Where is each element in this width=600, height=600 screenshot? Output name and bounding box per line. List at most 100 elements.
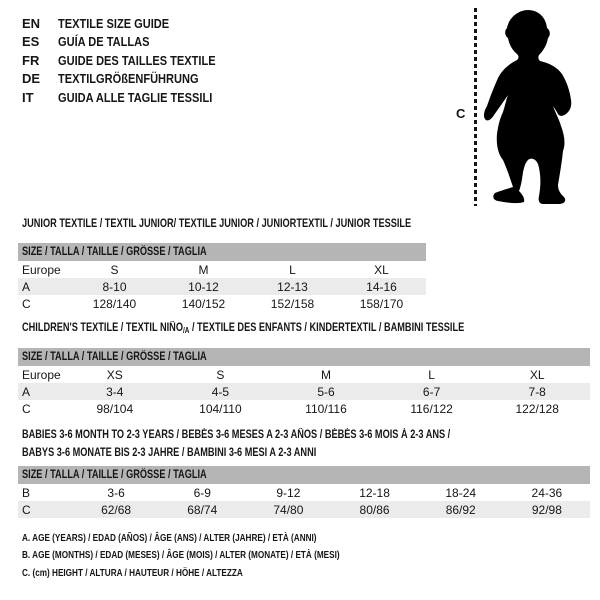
lang-code: EN xyxy=(22,15,41,31)
toddler-silhouette-figure xyxy=(483,10,572,204)
size-cell: 158/170 xyxy=(359,296,404,311)
size-cell: XS xyxy=(106,367,123,382)
size-cell: 24-36 xyxy=(531,485,563,500)
children-table-title: CHILDREN'S TEXTILE / TEXTIL NIÑO/A / TEX… xyxy=(22,321,575,338)
size-cell: 14-16 xyxy=(366,279,397,294)
lang-label: GUIDA ALLE TAGLIE TESSILI xyxy=(58,89,213,105)
row-label: A xyxy=(22,279,31,294)
size-cell: XL xyxy=(529,367,545,382)
size-cell: 122/128 xyxy=(515,401,559,416)
lang-row-it: IT GUIDA ALLE TAGLIE TESSILI xyxy=(22,88,243,107)
junior-table-title-text: JUNIOR TEXTILE / TEXTIL JUNIOR/ TEXTILE … xyxy=(22,218,412,230)
table-row: A 8-10 10-12 12-13 14-16 xyxy=(18,278,426,295)
height-measure-dashed-line xyxy=(474,8,477,206)
babies-table-title-line1: BABIES 3-6 MONTH TO 2-3 YEARS / BEBÉS 3-… xyxy=(22,429,451,441)
footnote-c-text: C. (cm) HEIGHT / ALTURA / HAUTEUR / HÖHE… xyxy=(22,566,243,579)
size-header-bar: SIZE / TALLA / TAILLE / GRÖSSE / TAGLIA xyxy=(18,243,426,261)
size-cell: 4-5 xyxy=(211,384,230,399)
lang-label: TEXTILE SIZE GUIDE xyxy=(58,15,170,31)
children-title-subscript: /A xyxy=(182,326,190,335)
size-cell: 92/98 xyxy=(531,502,562,517)
size-cell: 3-6 xyxy=(107,485,125,500)
size-cell: 10-12 xyxy=(188,279,219,294)
size-cell: S xyxy=(110,262,119,277)
lang-row-de: DE TEXTILGRÖßENFÜHRUNG xyxy=(22,70,243,89)
row-label: C xyxy=(22,401,31,416)
toddler-silhouette xyxy=(483,10,572,204)
lang-label: TEXTILGRÖßENFÜHRUNG xyxy=(58,71,199,87)
size-cell: M xyxy=(198,262,209,277)
size-cell: 86/92 xyxy=(445,502,476,517)
size-cell: 8-10 xyxy=(102,279,127,294)
size-cell: 116/122 xyxy=(410,401,453,416)
footnote-a: A. AGE (YEARS) / EDAD (AÑOS) / ÂGE (ANS)… xyxy=(22,532,429,549)
size-cell: 3-4 xyxy=(106,384,124,399)
size-cell: 7-8 xyxy=(528,384,546,399)
size-header-bar: SIZE / TALLA / TAILLE / GRÖSSE / TAGLIA xyxy=(18,466,590,484)
size-cell: 12-13 xyxy=(277,279,308,294)
babies-size-table: SIZE / TALLA / TAILLE / GRÖSSE / TAGLIA … xyxy=(18,466,590,518)
size-cell: 140/152 xyxy=(181,296,226,311)
size-cell: 98/104 xyxy=(96,401,134,416)
lang-code: IT xyxy=(22,89,34,105)
size-cell: 104/110 xyxy=(199,401,242,416)
row-label: C xyxy=(22,502,31,517)
size-cell: 5-6 xyxy=(317,384,335,399)
table-header-row: SIZE / TALLA / TAILLE / GRÖSSE / TAGLIA xyxy=(18,348,590,366)
size-cell: L xyxy=(428,367,435,382)
size-cell: 110/116 xyxy=(305,401,347,416)
table-row: Europe XS S M L XL xyxy=(18,366,590,383)
lang-row-fr: FR GUIDE DES TAILLES TEXTILE xyxy=(22,51,243,70)
size-header-text: SIZE / TALLA / TAILLE / GRÖSSE / TAGLIA xyxy=(22,351,207,363)
size-cell: 128/140 xyxy=(92,296,137,311)
row-label: B xyxy=(22,485,31,500)
footnote-b: B. AGE (MONTHS) / EDAD (MESES) / ÂGE (MO… xyxy=(22,549,429,566)
lang-row-es: ES GUÍA DE TALLAS xyxy=(22,33,243,52)
children-size-table: SIZE / TALLA / TAILLE / GRÖSSE / TAGLIA … xyxy=(18,348,590,417)
table-row: C 98/104 104/110 110/116 116/122 122/128 xyxy=(18,400,590,417)
size-cell: L xyxy=(289,262,296,277)
junior-table-title: JUNIOR TEXTILE / TEXTIL JUNIOR/ TEXTILE … xyxy=(22,217,508,232)
footnotes: A. AGE (YEARS) / EDAD (AÑOS) / ÂGE (ANS)… xyxy=(22,532,429,584)
size-header-text: SIZE / TALLA / TAILLE / GRÖSSE / TAGLIA xyxy=(22,469,207,481)
size-cell: 9-12 xyxy=(276,485,301,500)
lang-code: FR xyxy=(22,52,40,68)
height-measure-label: C xyxy=(456,106,466,121)
lang-label: GUIDE DES TAILLES TEXTILE xyxy=(58,52,216,68)
footnote-a-text: A. AGE (YEARS) / EDAD (AÑOS) / ÂGE (ANS)… xyxy=(22,532,317,544)
size-cell: 152/158 xyxy=(270,296,315,311)
size-cell: 6-7 xyxy=(422,384,441,399)
babies-table-title: BABIES 3-6 MONTH TO 2-3 YEARS / BEBÉS 3-… xyxy=(22,427,557,462)
size-cell: 6-9 xyxy=(193,485,211,500)
row-label: A xyxy=(22,384,31,399)
row-label: C xyxy=(22,296,31,311)
table-header-row: SIZE / TALLA / TAILLE / GRÖSSE / TAGLIA xyxy=(18,243,426,261)
babies-table-title-line2: BABYS 3-6 MONATE BIS 2-3 JAHRE / BAMBINI… xyxy=(22,446,317,459)
table-row: C 128/140 140/152 152/158 158/170 xyxy=(18,295,426,312)
table-row: B 3-6 6-9 9-12 12-18 18-24 24-36 xyxy=(18,484,590,501)
size-cell: XL xyxy=(374,262,389,277)
lang-label: GUÍA DE TALLAS xyxy=(58,34,150,50)
size-header-text: SIZE / TALLA / TAILLE / GRÖSSE / TAGLIA xyxy=(22,246,207,258)
size-header-bar: SIZE / TALLA / TAILLE / GRÖSSE / TAGLIA xyxy=(18,348,590,366)
size-cell: 74/80 xyxy=(273,502,304,517)
size-cell: 18-24 xyxy=(445,485,477,500)
size-cell: M xyxy=(320,367,331,382)
lang-row-en: EN TEXTILE SIZE GUIDE xyxy=(22,14,243,33)
size-cell: 12-18 xyxy=(359,485,390,500)
size-cell: 68/74 xyxy=(187,502,218,517)
row-label: Europe xyxy=(22,262,61,277)
table-row: C 62/68 68/74 74/80 80/86 86/92 92/98 xyxy=(18,501,590,518)
table-row: A 3-4 4-5 5-6 6-7 7-8 xyxy=(18,383,590,400)
row-label: Europe xyxy=(22,367,61,382)
table-row: Europe S M L XL xyxy=(18,261,426,278)
table-header-row: SIZE / TALLA / TAILLE / GRÖSSE / TAGLIA xyxy=(18,466,590,484)
children-title-post: / TEXTILE DES ENFANTS / KINDERTEXTIL / B… xyxy=(189,322,465,334)
lang-code: ES xyxy=(22,34,40,50)
size-cell: S xyxy=(216,367,225,382)
language-header: EN TEXTILE SIZE GUIDE ES GUÍA DE TALLAS … xyxy=(22,14,243,107)
footnote-b-text: B. AGE (MONTHS) / EDAD (MESES) / ÂGE (MO… xyxy=(22,549,340,562)
junior-size-table: SIZE / TALLA / TAILLE / GRÖSSE / TAGLIA … xyxy=(18,243,426,312)
children-table-title-text: CHILDREN'S TEXTILE / TEXTIL NIÑO/A / TEX… xyxy=(22,321,464,338)
